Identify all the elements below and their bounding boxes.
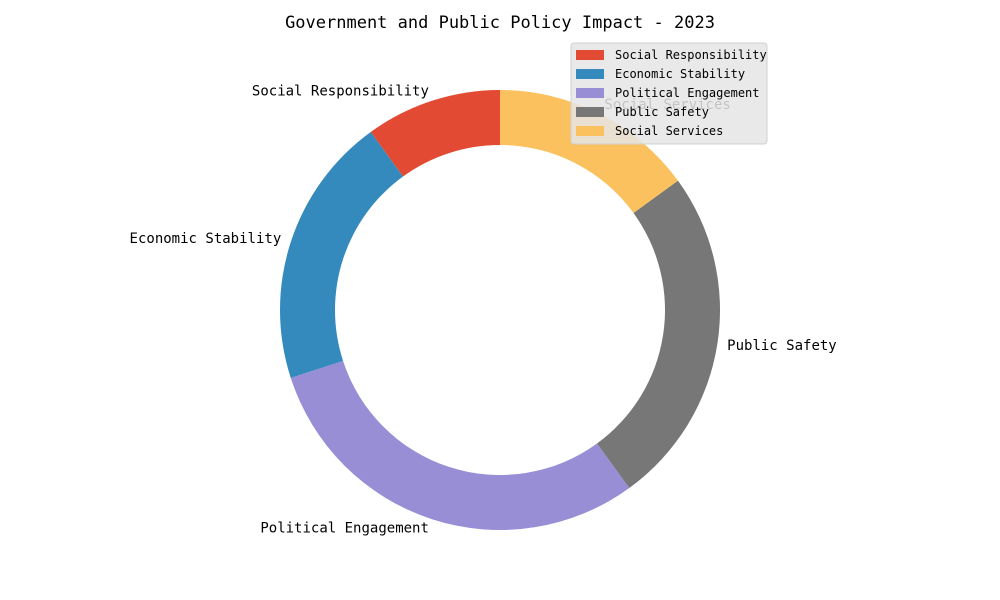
legend-label-public-safety: Public Safety: [615, 105, 709, 119]
donut-slices: [280, 89, 720, 530]
slice-label-social-responsibility: Social Responsibility: [252, 83, 429, 99]
legend: Social Responsibility Economic Stability P…: [570, 42, 768, 145]
slice-public-safety: [596, 180, 720, 488]
slice-social-services: [500, 89, 678, 214]
slice-label-economic-stability: Economic Stability: [130, 231, 282, 247]
slice-economic-stability: [280, 132, 404, 378]
legend-label-political-engagement: Political Engagement: [615, 86, 760, 100]
slice-political-engagement: [290, 360, 630, 530]
legend-label-social-responsibility: Social Responsibility: [615, 48, 767, 62]
chart-title: Government and Public Policy Impact - 20…: [285, 13, 715, 33]
legend-swatch-economic-stability: [576, 69, 604, 79]
slice-label-public-safety: Public Safety: [727, 338, 837, 354]
slice-social-responsibility: [370, 90, 500, 177]
slice-label-political-engagement: Political Engagement: [260, 521, 429, 537]
legend-swatch-public-safety: [576, 107, 604, 117]
legend-swatch-political-engagement: [576, 88, 604, 98]
legend-swatch-social-responsibility: [576, 50, 604, 60]
slice-labels: Social Responsibility Economic Stability P…: [130, 83, 837, 536]
legend-label-economic-stability: Economic Stability: [615, 67, 745, 81]
legend-label-social-services: Social Services: [615, 124, 723, 138]
legend-swatch-social-services: [576, 126, 604, 136]
legend-box: [570, 42, 768, 145]
